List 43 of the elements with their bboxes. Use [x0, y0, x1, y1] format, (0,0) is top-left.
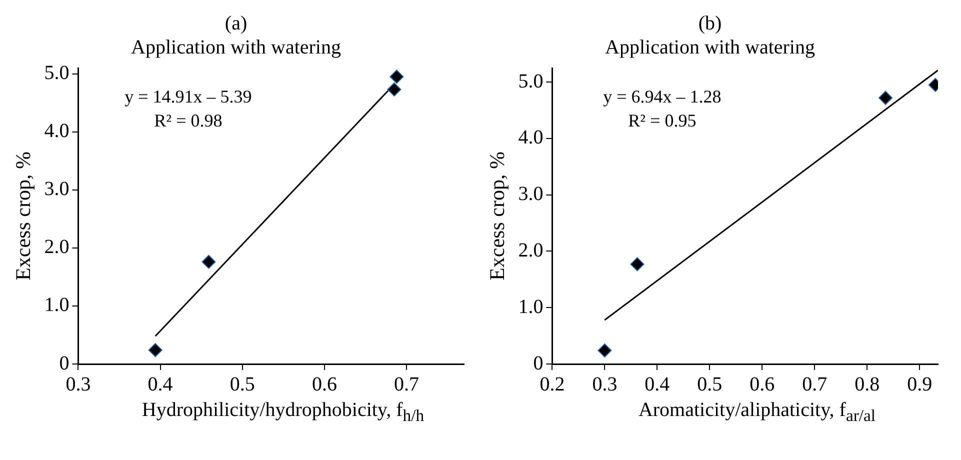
- point: [630, 257, 644, 272]
- x-tick-label: 0.6: [750, 373, 775, 396]
- x-tick-label: 0.7: [394, 373, 420, 396]
- y-axis-title: Excess crop, %: [11, 152, 36, 280]
- x-tick-label: 0.4: [644, 373, 670, 396]
- x-tick-label: 0.6: [312, 373, 337, 396]
- point: [202, 254, 216, 269]
- point: [598, 343, 612, 358]
- y-tick-label: 0: [59, 352, 70, 374]
- x-tick-label: 0.8: [854, 373, 880, 396]
- y-tick-label: 1.0: [518, 296, 544, 318]
- y-tick-label: 1.0: [44, 294, 70, 316]
- x-axis-title: Hydrophilicity/hydrophobicity, f$_{h/h}$: [140, 398, 426, 427]
- x-tick-label: 0.5: [230, 373, 255, 396]
- annotation: R² = 0.95: [628, 110, 696, 131]
- x-tick-label: 0.2: [540, 373, 565, 396]
- annotation: R² = 0.98: [154, 110, 222, 131]
- x-tick-label: 0.7: [802, 373, 828, 396]
- point: [148, 343, 162, 358]
- chart-title: (a): [224, 12, 248, 34]
- y-tick-label: 2.0: [518, 239, 544, 262]
- x-tick-label: 0.4: [148, 373, 173, 396]
- y-tick-label: 3.0: [44, 178, 70, 200]
- x-tick-label: 0.5: [697, 373, 722, 396]
- y-tick-label: 0: [533, 352, 544, 374]
- y-tick-label: 4.0: [44, 120, 70, 142]
- y-tick-label: 5.0: [44, 62, 70, 84]
- y-tick-label: 5.0: [518, 70, 544, 92]
- x-tick-label: 0.3: [592, 373, 618, 396]
- y-tick-label: 2.0: [44, 236, 70, 258]
- annotation: y = 6.94x – 1.28: [603, 86, 722, 107]
- y-axis-title: Excess crop, %: [485, 152, 510, 280]
- chart-subtitle: Application with watering: [605, 36, 815, 58]
- x-tick-label: 0.3: [66, 373, 91, 396]
- point: [387, 82, 402, 96]
- x-axis-title: Aromaticity/aliphaticity, f$_{ar/al}$: [637, 398, 877, 427]
- y-tick-label: 3.0: [518, 183, 544, 206]
- point: [390, 70, 404, 84]
- chart-title: (b): [698, 12, 722, 34]
- x-tick-label: 0.9: [907, 373, 932, 396]
- chart-subtitle: Application with watering: [131, 36, 341, 58]
- annotation: y = 14.91x – 5.39: [124, 86, 252, 107]
- y-tick-label: 4.0: [518, 126, 544, 149]
